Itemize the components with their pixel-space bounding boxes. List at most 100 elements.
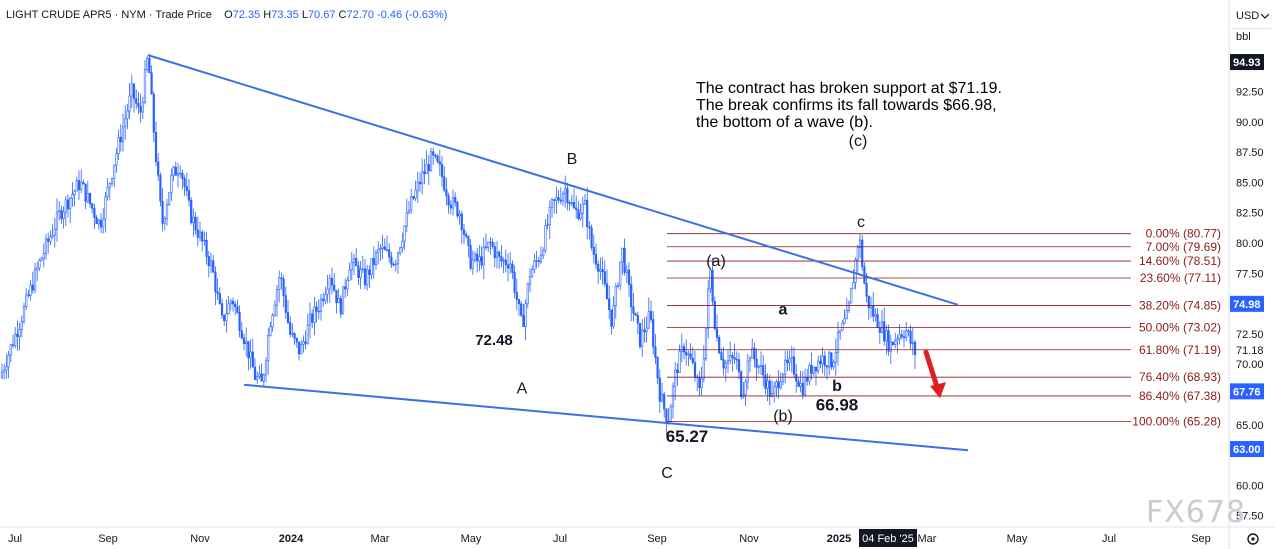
candle-body (218, 293, 221, 304)
candle-body (443, 176, 446, 191)
candle-body (104, 196, 107, 220)
candle-body (220, 303, 224, 316)
candle-body (797, 380, 800, 387)
candle-body (282, 278, 285, 297)
candle-body (898, 334, 901, 339)
candle-body (735, 359, 738, 361)
candle-body (300, 344, 303, 355)
y-tick-label: 92.50 (1236, 87, 1264, 99)
candle-body (779, 381, 782, 389)
candle-body (69, 197, 72, 210)
candle-body (643, 329, 646, 333)
candle-body (179, 172, 182, 175)
candle-body (381, 246, 384, 249)
candle-body (621, 247, 624, 263)
candle-body (333, 284, 336, 291)
candle-body (795, 374, 798, 382)
candle-body (691, 357, 694, 363)
x-tick-label: Mar (918, 533, 937, 545)
candle-body (227, 303, 230, 315)
x-tick-label: Sep (647, 533, 667, 545)
change-value: -0.46 (-0.63%) (377, 9, 448, 21)
candle-body (427, 164, 430, 172)
candle-body (599, 269, 602, 272)
candle-body (729, 355, 732, 361)
fib-level-label: 0.00% (80.77) (1146, 227, 1221, 241)
candle-body (370, 258, 373, 276)
candle-body (236, 306, 239, 313)
close-value: 72.70 (346, 9, 375, 21)
watermark-logo: FX678 (1146, 495, 1247, 530)
candle-body (317, 310, 320, 313)
candle-body (313, 306, 316, 323)
candle-body (196, 229, 199, 238)
candle-body (458, 213, 461, 217)
candle-body (766, 380, 769, 389)
candle-body (874, 314, 877, 317)
symbol-name[interactable]: LIGHT CRUDE APR5 (6, 9, 112, 21)
candle-body (711, 269, 714, 302)
candle-body (352, 258, 356, 263)
price-tag-label: 74.98 (1233, 299, 1261, 311)
candle-body (38, 260, 41, 269)
candle-body (476, 253, 479, 262)
candle-body (506, 264, 510, 269)
candle-body (73, 190, 76, 195)
y-tick-label: 87.50 (1236, 147, 1264, 159)
candle-body (135, 98, 138, 104)
candle-body (394, 263, 397, 266)
candle-body (665, 408, 668, 423)
crosshair-date-tag (859, 529, 917, 547)
candle-body (170, 174, 173, 194)
candle-body (586, 199, 589, 228)
candle-body (161, 200, 164, 224)
unit-selector[interactable]: bbl (1231, 28, 1271, 45)
candle-body (286, 312, 290, 323)
candle-body (377, 248, 380, 254)
price-tag (1230, 383, 1264, 400)
wave-label: a (779, 302, 788, 319)
candle-body (249, 351, 252, 359)
settings-gear-icon[interactable] (1247, 533, 1259, 545)
close-label: C (338, 9, 347, 21)
candle-body (764, 374, 767, 389)
candle-body (240, 330, 243, 339)
candle-body (326, 288, 329, 295)
candle-body (539, 254, 543, 263)
candle-body (82, 181, 85, 185)
candle-body (493, 246, 496, 259)
candle-body (482, 246, 485, 266)
fib-level-label: 7.00% (79.69) (1146, 240, 1221, 254)
candle-body (548, 206, 551, 226)
candle-body (693, 362, 697, 378)
candle-body (834, 352, 837, 363)
candle-body (885, 330, 888, 342)
candle-body (812, 366, 815, 374)
candle-body (614, 285, 617, 306)
candle-body (559, 199, 562, 202)
candle-body (99, 219, 103, 228)
x-tick-label: Jul (1102, 533, 1116, 545)
currency-selector[interactable]: USD (1231, 8, 1271, 26)
candle-body (399, 247, 402, 254)
candle-body (75, 180, 78, 192)
y-tick-label: 90.00 (1236, 117, 1264, 129)
candle-body (418, 181, 422, 185)
candle-body (808, 364, 811, 382)
candle-body (487, 241, 490, 248)
candle-body (9, 344, 12, 356)
candle-body (500, 256, 503, 262)
candle-body (570, 201, 573, 205)
y-tick-label: 70.00 (1236, 359, 1264, 371)
candle-body (150, 72, 153, 95)
analysis-note: The contract has broken support at $71.1… (696, 80, 1002, 131)
candle-body (469, 245, 472, 269)
candle-body (152, 93, 155, 133)
candle-body (649, 311, 653, 320)
wave-label: c (857, 214, 865, 231)
candle-body (247, 341, 250, 359)
open-label: O (224, 9, 233, 21)
candle-body (33, 269, 37, 291)
candle-body (542, 249, 545, 256)
